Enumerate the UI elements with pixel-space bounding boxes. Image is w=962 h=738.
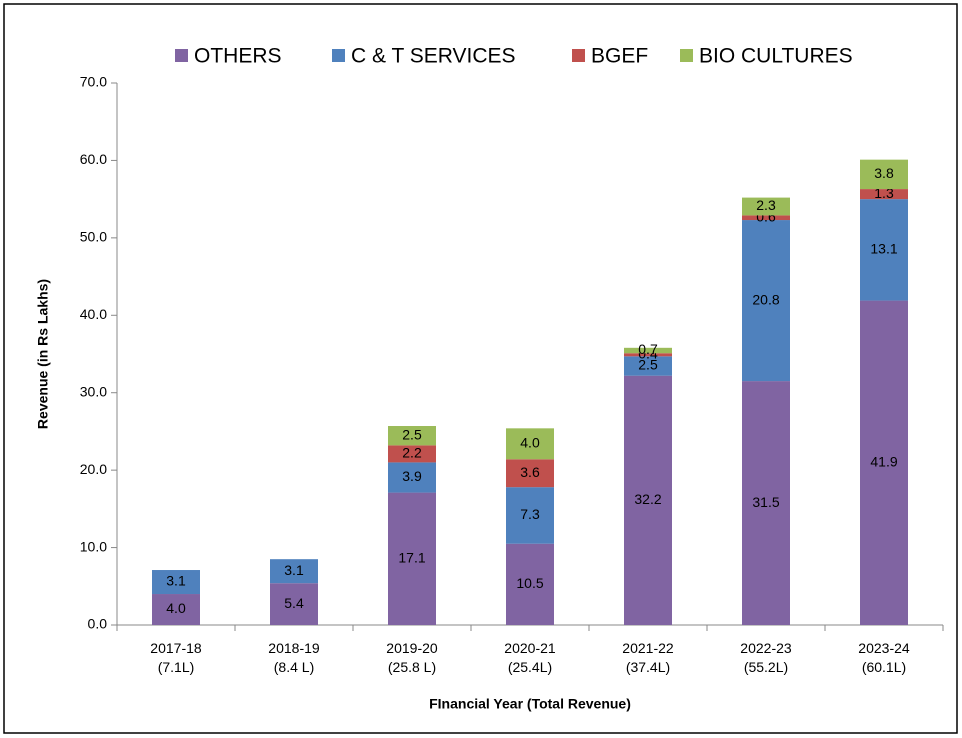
x-tick-label: 2018-19 (8.4 L) [268,640,320,675]
data-label: 3.1 [284,562,304,578]
data-label: 32.2 [634,491,661,507]
bar-segment [742,220,790,382]
y-tick-label: 20.0 [80,461,107,477]
y-tick-label: 70.0 [80,74,107,90]
data-label: 3.6 [520,464,540,480]
data-label: 10.5 [516,575,543,591]
data-label: 13.1 [870,241,897,257]
data-label: 5.4 [284,595,304,611]
data-label: 3.1 [166,573,186,589]
y-tick-label: 50.0 [80,229,107,245]
x-axis-title: FInancial Year (Total Revenue) [429,696,631,712]
x-tick-label: 2020-21 (25.4L) [504,640,556,675]
data-label: 7.3 [520,506,540,522]
bar-segment [388,462,436,493]
data-label: 4.0 [166,600,186,616]
x-tick-label: 2017-18 (7.1L) [150,640,202,675]
bar-segment [624,375,672,625]
chart-border [3,3,958,734]
bar-segment [506,459,554,488]
bar-segment [742,215,790,221]
data-label: 20.8 [752,291,779,307]
legend-label: BIO CULTURES [699,45,853,68]
x-tick-label: 2019-20 (25.8 L) [386,640,438,675]
bar-segment [624,356,672,376]
x-tick-label: 2022-23 (55.2L) [740,640,792,675]
bar-segment [742,197,790,216]
bar-segment [860,199,908,301]
data-label: 31.5 [752,494,779,510]
data-label: 2.3 [756,197,776,213]
bar-segment [152,594,200,625]
legend-swatch [572,49,585,62]
data-label: 0.7 [638,341,658,357]
bar-segment [860,159,908,190]
bar-segment [270,559,318,584]
data-label: 4.0 [520,435,540,451]
legend-label: C & T SERVICES [351,45,516,68]
bar-segment [624,347,672,354]
bar-segment [624,353,672,357]
bar-segment [388,445,436,463]
bar-segment [860,189,908,200]
legend-label: OTHERS [194,45,282,68]
y-tick-label: 10.0 [80,538,107,554]
bar-segment [506,543,554,625]
bar-segment [152,570,200,595]
bar-segment [506,428,554,460]
y-tick-label: 30.0 [80,383,107,399]
data-label: 41.9 [870,453,897,469]
legend-swatch [680,49,693,62]
data-label: 2.5 [638,357,658,373]
x-tick-label: 2021-22 (37.4L) [622,640,674,675]
x-tick-label: 2023-24 (60.1L) [858,640,910,675]
data-label: 2.2 [402,445,422,461]
legend-swatch [332,49,345,62]
data-label: 2.5 [402,426,422,442]
y-tick-label: 40.0 [80,306,107,322]
bar-segment [506,487,554,544]
bar-segment [270,583,318,625]
bar-segment [388,492,436,625]
y-tick-label: 60.0 [80,151,107,167]
bar-segment [860,300,908,625]
data-label: 3.8 [874,165,894,181]
data-label: 17.1 [398,550,425,566]
legend-swatch [175,49,188,62]
data-label: 3.9 [402,468,422,484]
bar-segment [388,426,436,446]
y-axis-title: Revenue (in Rs Lakhs) [35,279,51,429]
bar-segment [742,381,790,625]
y-tick-label: 0.0 [88,616,108,632]
legend-label: BGEF [591,45,648,68]
